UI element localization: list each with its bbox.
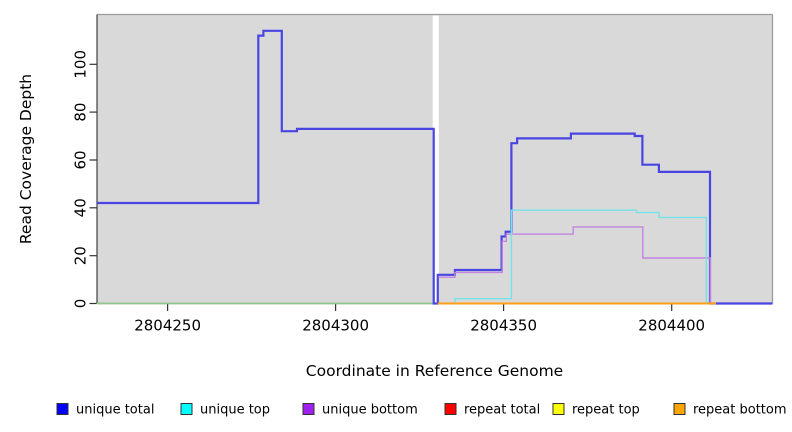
legend-item: repeat top <box>552 403 640 418</box>
legend-item: unique total <box>56 403 154 418</box>
legend-label: unique total <box>76 403 154 418</box>
legend-label: unique top <box>200 403 270 418</box>
series-line-unique-top <box>437 209 711 305</box>
x-tick-label: 2804250 <box>134 317 201 335</box>
legend-swatch <box>302 403 315 415</box>
y-tick-label: 80 <box>72 103 90 122</box>
legend-item: unique top <box>180 403 270 418</box>
legend-item: repeat bottom <box>673 403 787 418</box>
series-line-unique-bottom <box>438 226 712 305</box>
legend-item: repeat total <box>444 403 540 418</box>
plot-area: 2804250 2804300 2804350 2804400 0 20 40 60 80 100 <box>72 13 774 335</box>
legend-label: repeat top <box>572 403 640 418</box>
legend-item: unique bottom <box>302 403 418 418</box>
y-tick-label: 40 <box>72 198 90 217</box>
legend-swatch <box>552 403 565 415</box>
legend-label: repeat total <box>464 403 540 418</box>
series-line-unique-total <box>97 29 773 305</box>
x-tick-label: 2804400 <box>638 317 705 335</box>
y-tick-label: 100 <box>72 50 90 79</box>
contig-gap <box>432 15 439 306</box>
legend-swatch <box>180 403 193 415</box>
legend: unique total unique top unique bottom repea… <box>56 403 787 418</box>
legend-label: unique bottom <box>322 403 418 418</box>
x-axis-title: Coordinate in Reference Genome <box>306 362 563 380</box>
y-axis-title: Read Coverage Depth <box>17 74 35 244</box>
x-tick-label: 2804300 <box>302 317 369 335</box>
x-tick-label: 2804350 <box>470 317 537 335</box>
legend-label: repeat bottom <box>693 403 787 418</box>
legend-swatch <box>673 403 686 415</box>
y-tick-label: 20 <box>72 246 90 265</box>
y-tick-label: 0 <box>72 299 90 309</box>
legend-swatch <box>444 403 457 415</box>
legend-swatch <box>56 403 69 415</box>
y-tick-label: 60 <box>72 150 90 169</box>
